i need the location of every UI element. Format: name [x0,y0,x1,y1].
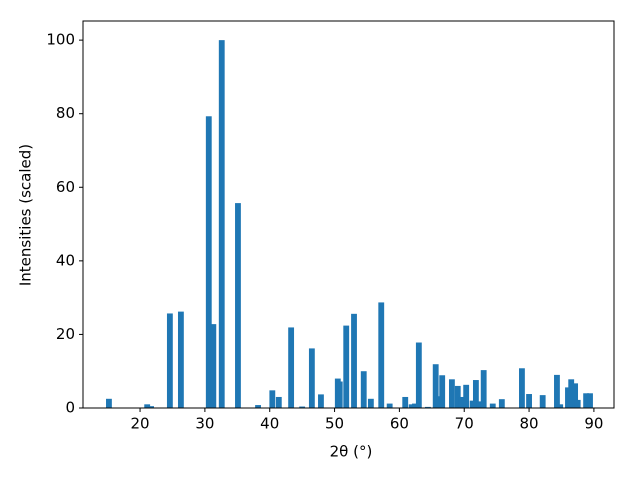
bar [572,383,579,408]
bar [148,406,154,408]
bar [275,396,282,408]
bar [308,348,315,408]
bar [336,381,343,408]
bar [489,403,496,408]
bar [269,390,276,408]
x-tick-label: 30 [195,415,214,433]
bar [480,370,487,408]
bar [218,40,225,409]
y-tick-label: 80 [56,104,75,122]
bar [106,398,112,408]
bar [235,203,241,408]
plot-frame [82,20,615,409]
bar [526,394,532,408]
bar [539,395,546,408]
bar [554,374,560,408]
bar [472,380,479,408]
bar [166,313,173,408]
bar [557,404,564,408]
bar [318,394,324,408]
y-axis-label: Intensities (scaled) [17,144,35,286]
bar [587,393,593,408]
y-tick-label: 100 [46,31,75,49]
x-axis-label: 2θ (°) [330,443,373,461]
bar [439,375,446,408]
bar [412,403,418,408]
bar [463,384,470,408]
bar [519,368,525,408]
y-tick-label: 40 [56,251,75,269]
bar [583,393,590,408]
bar [476,401,483,408]
y-tick-label: 20 [56,325,75,343]
bar [415,342,422,408]
x-tick-label: 90 [584,415,603,433]
bar [210,324,217,408]
bar [205,116,212,409]
bar [177,311,184,408]
y-tick-label: 60 [56,178,75,196]
bar [432,364,439,408]
bar [469,400,476,408]
bar [574,399,581,408]
y-tick-label: 0 [65,399,75,417]
bar [288,327,295,408]
x-tick-label: 20 [131,415,150,433]
x-tick-label: 40 [260,415,279,433]
x-tick-label: 60 [390,415,409,433]
bar [448,379,455,408]
bar [351,313,357,408]
bar [299,406,306,408]
bar [386,403,393,408]
x-tick-label: 80 [520,415,539,433]
bar [255,405,261,408]
bar [498,399,505,408]
bar [565,387,571,408]
bar [425,406,431,408]
bar [408,404,415,408]
bar [360,371,367,408]
x-tick-label: 70 [455,415,474,433]
bar [402,396,409,408]
bar [144,404,151,408]
bar [343,325,350,408]
bar [378,302,385,408]
bar [367,398,374,408]
bar [568,379,575,408]
x-tick-label: 50 [325,415,344,433]
bar [454,385,461,408]
bar [458,396,465,408]
